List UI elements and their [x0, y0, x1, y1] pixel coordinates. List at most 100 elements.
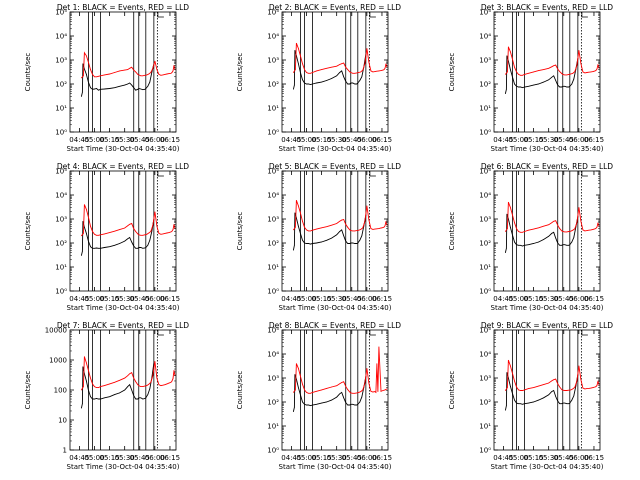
data-point-lld: [142, 234, 144, 236]
data-point-events: [98, 89, 99, 91]
data-point-lld: [590, 71, 592, 73]
data-point-events: [354, 243, 356, 244]
data-point-events: [336, 234, 338, 236]
data-point-events: [514, 399, 515, 401]
detector-panel-9: Det 9: BLACK = Events, RED = LLD 10⁰ 10¹ 10…: [448, 321, 613, 471]
data-point-lld: [295, 226, 296, 228]
data-point-events: [142, 89, 144, 91]
data-point-events: [144, 398, 146, 399]
data-point-events: [145, 88, 147, 89]
data-point-lld: [104, 385, 105, 386]
data-point-lld: [352, 392, 354, 394]
data-point-lld: [94, 386, 95, 387]
data-point-lld: [293, 72, 294, 73]
data-point-lld: [538, 227, 539, 229]
x-tick-label: 05:45: [554, 295, 574, 303]
data-point-lld: [140, 386, 142, 387]
x-tick-label: 05:30: [539, 295, 559, 303]
data-point-lld: [114, 230, 115, 232]
data-point-events: [551, 76, 553, 78]
y-tick-label: 10⁰: [55, 129, 67, 137]
data-point-events: [336, 75, 338, 77]
data-point-events: [543, 81, 544, 83]
series-line-lld: [81, 356, 176, 391]
x-tick-label: 04:45: [69, 454, 89, 462]
x-tick-label: 05:45: [130, 136, 150, 144]
x-tick-label: 06:15: [160, 136, 180, 144]
data-point-lld: [142, 75, 144, 77]
data-point-lld: [154, 60, 156, 62]
data-point-lld: [380, 70, 382, 71]
data-point-lld: [81, 235, 82, 237]
data-point-lld: [584, 72, 586, 74]
data-point-lld: [580, 379, 582, 381]
data-point-lld: [352, 230, 354, 232]
data-point-lld: [574, 386, 576, 388]
data-point-events: [300, 394, 301, 396]
data-point-events: [512, 392, 513, 394]
data-point-lld: [522, 390, 523, 391]
data-point-lld: [146, 233, 148, 235]
data-point-lld: [370, 390, 372, 392]
data-point-events: [312, 243, 313, 244]
data-point-events: [561, 86, 563, 88]
data-point-lld: [312, 229, 313, 231]
data-point-lld: [358, 72, 360, 73]
data-point-lld: [336, 65, 338, 67]
plot-frame: [281, 329, 389, 451]
data-point-lld: [127, 69, 129, 70]
bracket-marker: [157, 171, 164, 177]
data-point-lld: [522, 231, 523, 233]
y-tick-label: 10⁴: [55, 33, 67, 41]
data-point-lld: [300, 55, 301, 57]
y-axis-label: Counts/sec: [448, 371, 456, 410]
x-tick-label: 05:15: [99, 454, 119, 462]
data-point-events: [533, 243, 534, 244]
data-point-lld: [326, 67, 327, 69]
data-point-lld: [376, 70, 378, 72]
data-point-lld: [518, 231, 519, 232]
data-point-lld: [104, 233, 105, 235]
data-point-events: [518, 403, 519, 405]
data-point-events: [145, 247, 147, 248]
data-point-lld: [370, 228, 372, 229]
bracket-marker: [369, 330, 376, 336]
data-point-events: [350, 82, 352, 84]
data-point-lld: [566, 231, 568, 233]
data-point-lld: [524, 389, 525, 391]
data-point-events: [84, 68, 85, 70]
data-point-events: [137, 88, 139, 90]
data-point-events: [142, 398, 144, 400]
data-point-lld: [588, 229, 590, 231]
series-line-lld: [505, 202, 600, 233]
data-point-lld: [84, 356, 85, 357]
data-point-lld: [170, 231, 172, 233]
data-point-lld: [562, 74, 564, 75]
data-point-events: [533, 84, 534, 86]
data-point-lld: [164, 74, 166, 75]
data-point-events: [316, 403, 317, 405]
x-tick-label: 05:15: [99, 136, 119, 144]
data-point-lld: [316, 228, 317, 230]
data-point-lld: [304, 226, 305, 228]
data-point-events: [562, 402, 564, 404]
data-point-lld: [312, 72, 313, 73]
data-point-events: [357, 403, 359, 405]
data-point-lld: [144, 74, 146, 76]
data-point-lld: [94, 76, 95, 78]
data-point-events: [357, 242, 359, 244]
series-line-lld: [81, 204, 176, 237]
data-point-lld: [92, 383, 93, 385]
data-point-events: [81, 255, 82, 256]
y-tick-label: 10²: [267, 399, 279, 407]
data-point-events: [559, 244, 561, 246]
data-point-lld: [568, 74, 570, 75]
x-tick-label: 05:30: [539, 136, 559, 144]
data-point-lld: [588, 71, 590, 73]
data-point-events: [341, 70, 343, 72]
data-point-lld: [582, 229, 584, 231]
data-point-events: [524, 403, 525, 405]
data-point-lld: [574, 71, 576, 72]
data-point-events: [135, 247, 137, 249]
data-point-lld: [366, 205, 368, 207]
